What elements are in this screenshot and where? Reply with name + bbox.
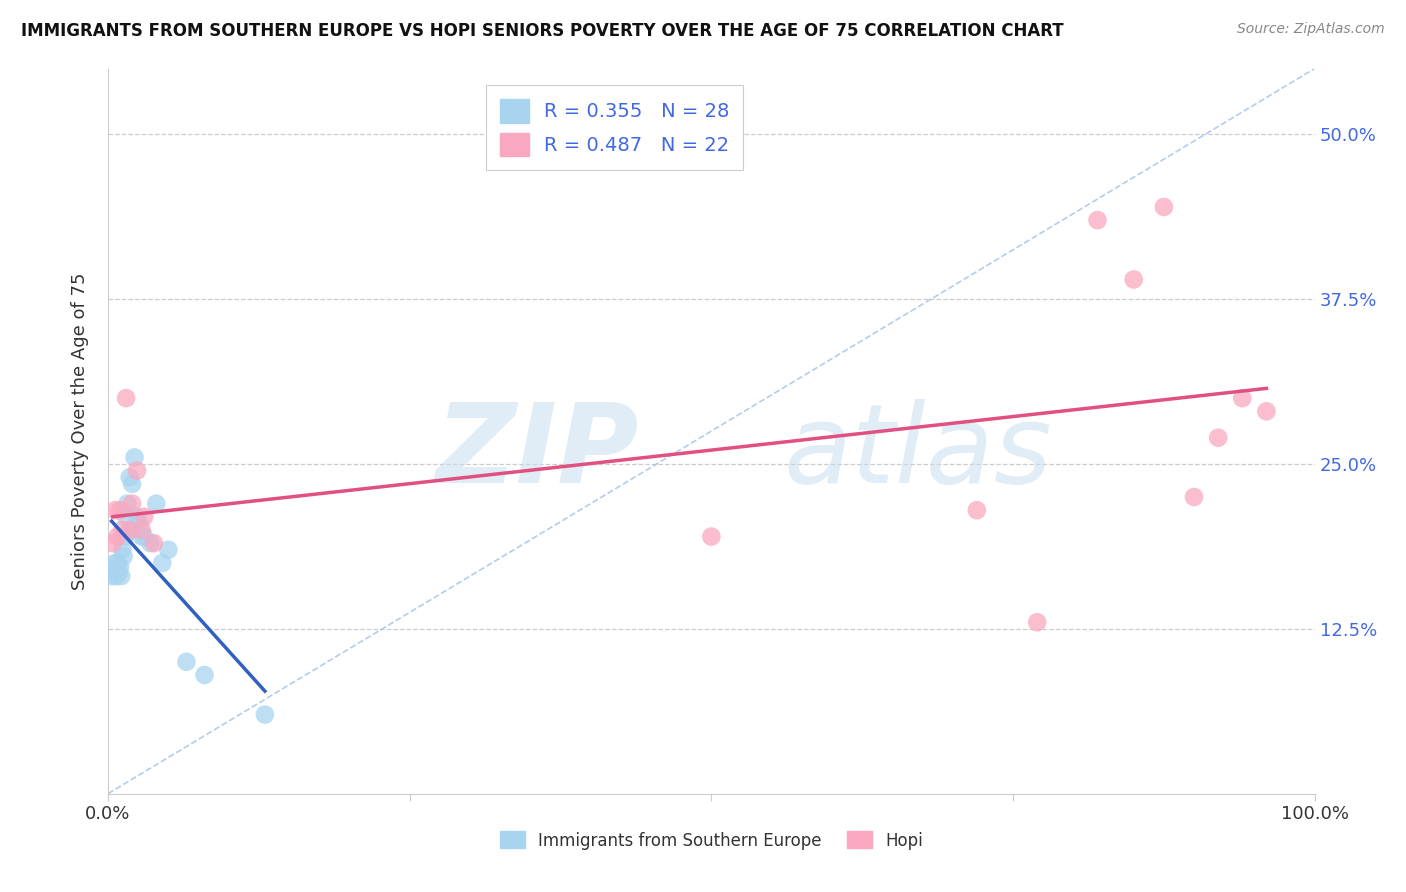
Y-axis label: Seniors Poverty Over the Age of 75: Seniors Poverty Over the Age of 75 xyxy=(72,272,89,590)
Point xyxy=(1206,431,1229,445)
Point xyxy=(121,497,143,511)
Point xyxy=(114,530,136,544)
Point xyxy=(145,497,167,511)
Point xyxy=(100,569,122,583)
Text: Source: ZipAtlas.com: Source: ZipAtlas.com xyxy=(1237,22,1385,37)
Point xyxy=(1182,490,1205,504)
Point xyxy=(128,516,150,531)
Point xyxy=(101,536,124,550)
Point xyxy=(131,523,153,537)
Point xyxy=(117,497,139,511)
Point xyxy=(134,530,156,544)
Point xyxy=(121,476,143,491)
Point xyxy=(107,530,129,544)
Point xyxy=(124,450,146,465)
Point xyxy=(139,536,162,550)
Point xyxy=(176,655,198,669)
Point xyxy=(111,542,134,557)
Point xyxy=(193,668,215,682)
Point xyxy=(112,549,135,564)
Point xyxy=(1232,391,1254,405)
Point xyxy=(115,509,138,524)
Point xyxy=(111,523,134,537)
Point xyxy=(157,542,180,557)
Legend: R = 0.355   N = 28, R = 0.487   N = 22: R = 0.355 N = 28, R = 0.487 N = 22 xyxy=(486,86,744,169)
Point xyxy=(1087,213,1109,227)
Point xyxy=(108,565,131,579)
Point xyxy=(118,523,141,537)
Point xyxy=(1153,200,1175,214)
Point xyxy=(108,503,131,517)
Point xyxy=(108,560,131,574)
Point xyxy=(125,509,148,524)
Point xyxy=(700,530,723,544)
Point xyxy=(104,556,127,570)
Point xyxy=(105,569,128,583)
Point xyxy=(125,464,148,478)
Point xyxy=(142,536,165,550)
Point xyxy=(1026,615,1049,630)
Point xyxy=(104,503,127,517)
Point xyxy=(253,707,276,722)
Point xyxy=(131,530,153,544)
Point xyxy=(120,523,142,537)
Point xyxy=(103,562,125,576)
Point xyxy=(966,503,988,517)
Text: atlas: atlas xyxy=(783,400,1052,507)
Point xyxy=(150,556,173,570)
Text: ZIP: ZIP xyxy=(436,400,638,507)
Point xyxy=(134,509,156,524)
Point xyxy=(1122,272,1144,286)
Point xyxy=(118,470,141,484)
Point xyxy=(110,569,132,583)
Point xyxy=(107,556,129,570)
Point xyxy=(115,391,138,405)
Point xyxy=(1256,404,1278,418)
Text: IMMIGRANTS FROM SOUTHERN EUROPE VS HOPI SENIORS POVERTY OVER THE AGE OF 75 CORRE: IMMIGRANTS FROM SOUTHERN EUROPE VS HOPI … xyxy=(21,22,1064,40)
